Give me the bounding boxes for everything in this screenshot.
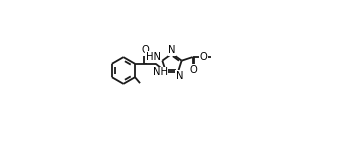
Text: N: N [168, 45, 176, 55]
Text: O: O [142, 45, 150, 55]
Text: N: N [176, 71, 183, 81]
Text: O: O [189, 65, 197, 75]
Text: HN: HN [146, 52, 161, 62]
Text: O: O [199, 52, 207, 62]
Text: NH: NH [153, 67, 168, 77]
